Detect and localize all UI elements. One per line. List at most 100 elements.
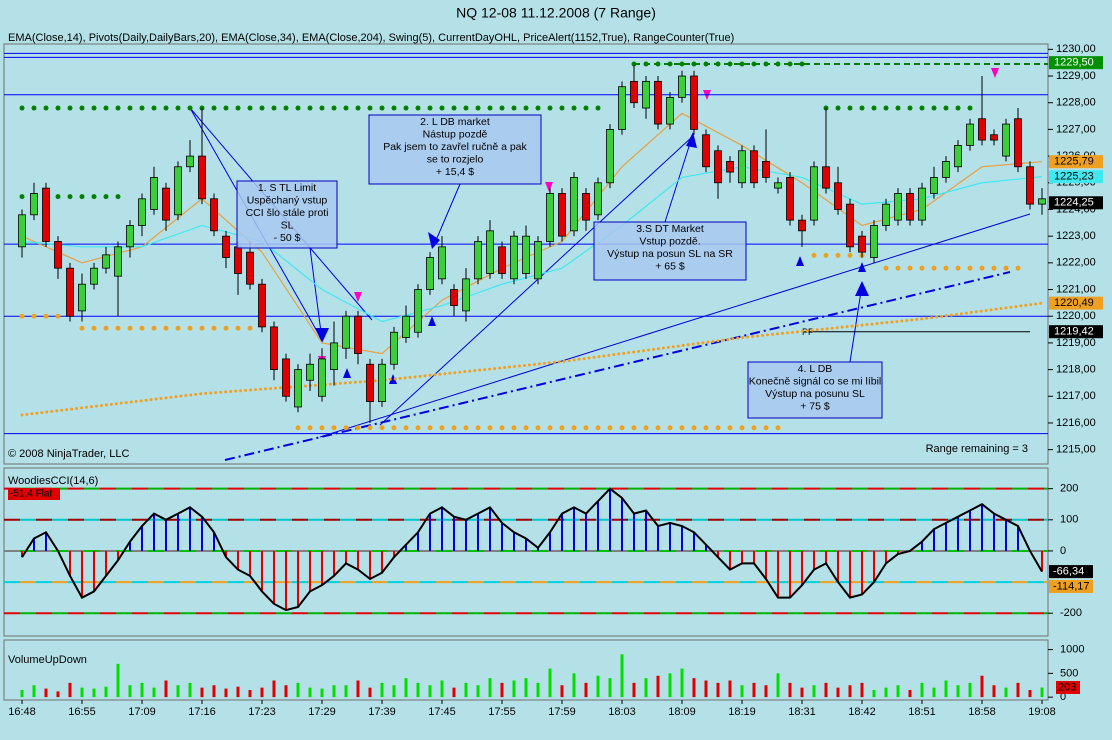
candle-body [150, 177, 158, 210]
volume-bar [812, 685, 816, 698]
volume-bar [1028, 690, 1032, 698]
trend-line [379, 136, 693, 426]
cci-line [21, 487, 1043, 612]
volume-bar [752, 682, 756, 698]
candle-body [438, 246, 446, 280]
candle-body [258, 283, 266, 328]
annotation-line: Pak jsem to zavřel ručně a pak [383, 141, 527, 153]
candle-body [330, 342, 338, 370]
candle-body [762, 161, 770, 178]
candle-body [966, 123, 974, 146]
candle-body [198, 155, 206, 200]
volume-bar [584, 682, 588, 698]
candle-body [1002, 123, 1010, 157]
volume-bar [320, 688, 324, 698]
volume-bar [704, 680, 708, 698]
volume-bar [344, 685, 348, 698]
candle-body [750, 150, 758, 184]
volume-bar [224, 688, 228, 698]
x-tick-label: 16:48 [8, 706, 36, 718]
y-tick-label: 1217,00 [1056, 390, 1096, 402]
y-tick-label: 1223,00 [1056, 230, 1096, 242]
candle-body [486, 230, 494, 274]
candle-body [390, 331, 398, 365]
y-tick-label: 1230,00 [1056, 43, 1096, 55]
x-tick-label: 18:03 [608, 706, 636, 718]
volume-bar [884, 687, 888, 698]
annotation-box [236, 180, 338, 249]
cci-badge-label: -66,34 [1053, 566, 1084, 578]
price-badge-label: 1220,49 [1054, 297, 1094, 309]
signal-up [389, 374, 397, 384]
candle-body [402, 315, 410, 338]
candle-body [18, 214, 26, 248]
indicator-list: EMA(Close,14), Pivots(Daily,DailyBars,20… [8, 32, 734, 44]
y-tick-label: 100 [1060, 514, 1078, 526]
signal-up [428, 316, 436, 326]
volume-bar [380, 682, 384, 698]
candle-body [906, 193, 914, 221]
volume-bar [284, 685, 288, 698]
volume-bar [92, 688, 96, 698]
y-tick-label: 1219,00 [1056, 337, 1096, 349]
volume-bar [980, 675, 984, 698]
y-tick-label: 1229,00 [1056, 70, 1096, 82]
candle-body [990, 134, 998, 141]
candle-body [582, 193, 590, 221]
volume-bar [536, 682, 540, 698]
volume-bar [404, 678, 408, 698]
volume-bar [776, 673, 780, 698]
volume-bar [920, 682, 924, 698]
y-tick-label: 1220,00 [1056, 310, 1096, 322]
candle-body [570, 177, 578, 232]
candle-body [102, 254, 110, 269]
candle-body [918, 187, 926, 221]
volume-bar [464, 682, 468, 698]
candle-body [558, 193, 566, 237]
candle-body [606, 129, 614, 184]
y-tick-label: 0 [1060, 691, 1066, 703]
annotation-line: SL [281, 219, 294, 231]
x-tick-label: 18:42 [848, 706, 876, 718]
candle-body [114, 246, 122, 277]
volume-bar [908, 690, 912, 698]
annotation-line: Výstup na posunu SL [765, 388, 865, 400]
volume-bar [860, 682, 864, 698]
volume-bar [236, 686, 240, 698]
volume-bar [140, 682, 144, 698]
candle-body [714, 150, 722, 184]
candle-body [306, 363, 314, 381]
x-tick-label: 17:16 [188, 706, 216, 718]
candle-body [162, 187, 170, 221]
cci-badge [1049, 579, 1093, 593]
annotation-line: Nástup pozdě [423, 128, 488, 140]
x-tick-label: 17:23 [248, 706, 276, 718]
volume-bar [440, 680, 444, 698]
candle-body [174, 166, 182, 216]
candle-body [870, 225, 878, 258]
volume-bar [56, 691, 60, 698]
cci-panel [3, 467, 1049, 637]
cci-status-bg [8, 488, 60, 500]
candle-body [426, 257, 434, 290]
volume-bar [692, 678, 696, 698]
candle-body [774, 182, 782, 189]
candle-body [354, 315, 362, 354]
volume-bar [680, 668, 684, 698]
volume-badge-label: 203 [1058, 681, 1076, 693]
volume-bar [548, 668, 552, 698]
ema-line [20, 301, 1044, 417]
arrows [315, 132, 869, 384]
y-tick-label: 1000 [1060, 643, 1084, 655]
candle-body [546, 193, 554, 242]
volume-bar [428, 685, 432, 698]
candle-body [666, 96, 674, 125]
candle-body [1014, 118, 1022, 168]
volume-bar [1016, 682, 1020, 698]
candle-body [294, 369, 302, 408]
volume-panel [3, 639, 1049, 701]
x-tick-label: 17:55 [488, 706, 516, 718]
